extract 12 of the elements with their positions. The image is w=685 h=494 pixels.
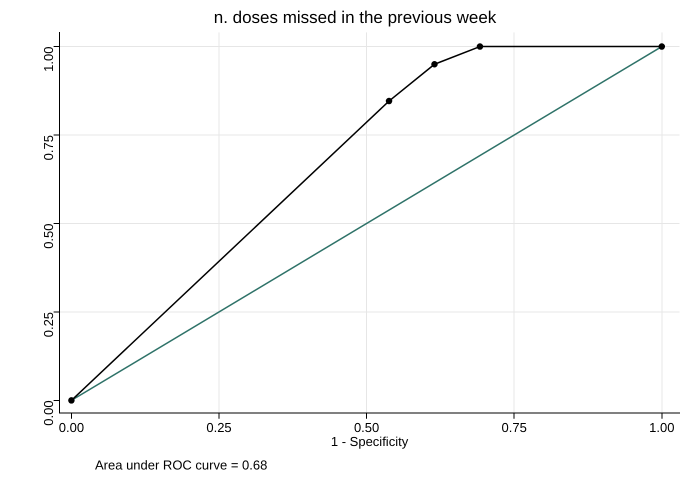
text: Area under ROC curve = 0.68 <box>95 458 268 473</box>
x-tick-label: 0.75 <box>502 420 527 436</box>
y-tick-label: 0.50 <box>41 223 56 249</box>
x-tick-label: 0.50 <box>354 420 380 436</box>
y-tick-label: 0.25 <box>41 312 56 338</box>
x-tick-label: 0.25 <box>206 420 232 436</box>
y-tick-label: 1.00 <box>41 46 56 72</box>
x-tick-label: 1.00 <box>649 420 674 436</box>
y-tick-label: 0.75 <box>41 135 56 160</box>
chart-title: n. doses missed in the previous week <box>214 8 497 27</box>
x-axis-title: 1 - Specificity <box>330 434 409 449</box>
x-tick-label: 0.00 <box>58 420 84 436</box>
